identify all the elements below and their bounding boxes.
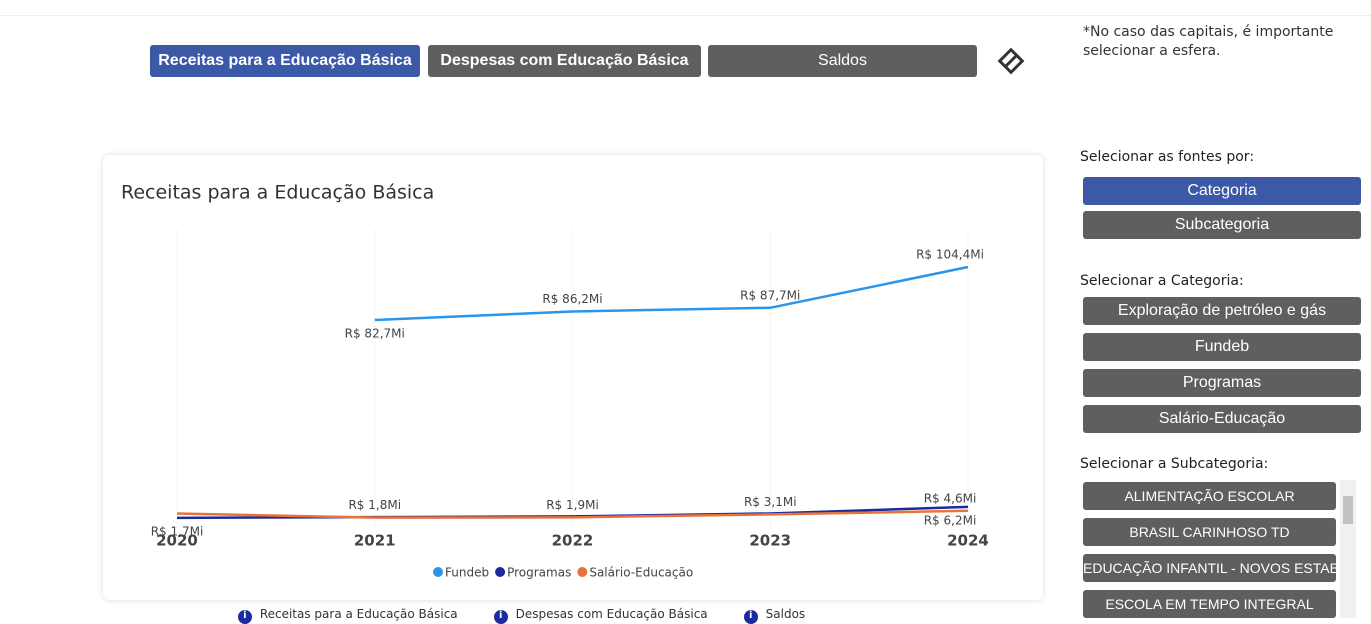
heading: Selecionar a Subcategoria: xyxy=(1080,456,1269,472)
series-line xyxy=(176,509,969,519)
data-label: R$ 1,7Mi xyxy=(151,524,204,538)
heading: Selecionar as fontes por: xyxy=(1080,149,1255,165)
chart: Receitas para a Educação Básica 2020 2021… xyxy=(121,182,989,580)
x-tick-label: 2022 xyxy=(552,532,594,550)
slicer-button[interactable]: Salário-Educação xyxy=(1083,405,1361,433)
data-label: R$ 87,7Mi xyxy=(740,288,800,302)
top-bar xyxy=(0,0,1371,16)
scrollbar[interactable] xyxy=(1340,480,1356,618)
slicer-button[interactable]: Categoria xyxy=(1083,177,1361,205)
eraser-icon[interactable] xyxy=(994,44,1028,78)
data-label: R$ 4,6Mi xyxy=(924,491,977,505)
slicer-item[interactable]: ALIMENTAÇÃO ESCOLAR xyxy=(1083,482,1336,510)
tab[interactable]: Despesas com Educação Básica xyxy=(428,45,701,77)
tab[interactable]: Saldos xyxy=(708,45,977,77)
data-label: R$ 86,2Mi xyxy=(542,292,602,306)
info-text: Despesas com Educação Básica xyxy=(515,607,708,621)
data-label: R$ 1,8Mi xyxy=(348,498,401,512)
info-link[interactable]: i Receitas para a Educação Básica xyxy=(237,607,458,624)
legend-marker xyxy=(577,567,588,577)
slicer-button[interactable]: Programas xyxy=(1083,369,1361,397)
info-text: Saldos xyxy=(765,607,806,621)
info-link[interactable]: i Despesas com Educação Básica xyxy=(493,607,708,624)
data-label: R$ 1,9Mi xyxy=(546,498,599,512)
info-links: i Receitas para a Educação Básica i Despes… xyxy=(0,607,1043,624)
data-label: R$ 6,2Mi xyxy=(924,513,977,527)
data-label: R$ 104,4Mi xyxy=(916,248,984,262)
x-tick-label: 2021 xyxy=(354,532,396,550)
slicer-item[interactable]: BRASIL CARINHOSO TD xyxy=(1083,518,1336,546)
note: *No caso das capitais, é importante sele… xyxy=(1083,24,1334,59)
tab[interactable]: Receitas para a Educação Básica xyxy=(150,45,420,77)
x-tick-label: 2020 xyxy=(156,532,198,550)
legend-label: Salário-Educação xyxy=(589,566,693,580)
data-label: R$ 3,1Mi xyxy=(744,495,797,509)
data-label: R$ 82,7Mi xyxy=(345,327,405,341)
chart-title: Receitas para a Educação Básica xyxy=(121,182,434,204)
slicer-button[interactable]: Exploração de petróleo e gás xyxy=(1083,297,1361,325)
heading: Selecionar a Categoria: xyxy=(1080,273,1244,289)
slicer-item[interactable]: ESCOLA EM TEMPO INTEGRAL xyxy=(1083,590,1336,618)
slicer-button[interactable]: Fundeb xyxy=(1083,333,1361,361)
x-tick-label: 2024 xyxy=(947,532,989,550)
legend-label: Fundeb xyxy=(445,566,489,580)
info-text: Receitas para a Educação Básica xyxy=(259,607,458,621)
x-tick-label: 2023 xyxy=(749,532,791,550)
legend-marker xyxy=(433,567,443,577)
chart-card xyxy=(103,155,1043,600)
legend-marker xyxy=(495,567,506,577)
legend-label: Programas xyxy=(507,566,571,580)
info-link[interactable]: i Saldos xyxy=(743,607,806,624)
slicer-item[interactable]: EDUCAÇÃO INFANTIL - NOVOS ESTABELECIMENT… xyxy=(1083,554,1336,582)
slicer-button[interactable]: Subcategoria xyxy=(1083,211,1361,239)
series-line xyxy=(374,265,969,322)
